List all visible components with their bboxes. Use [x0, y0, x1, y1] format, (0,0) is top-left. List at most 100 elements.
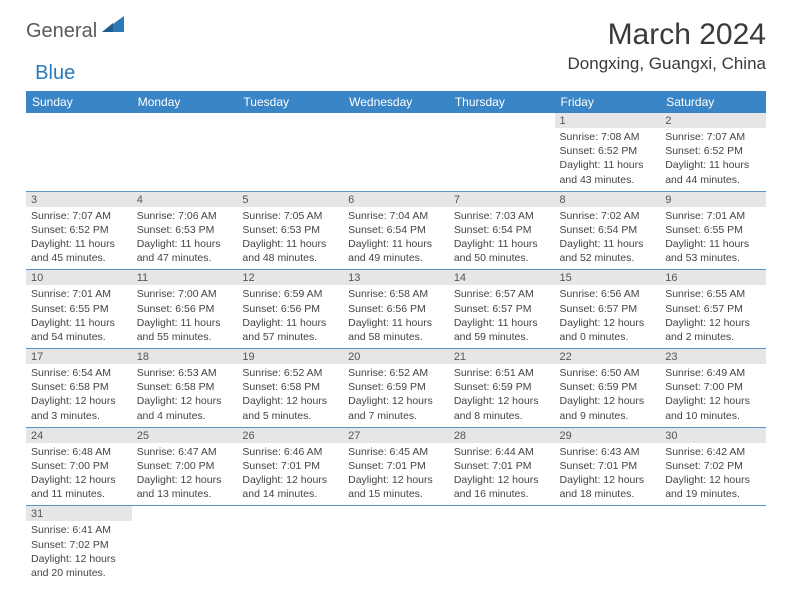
calendar-cell: .. — [449, 113, 555, 191]
day-details: Sunrise: 6:57 AMSunset: 6:57 PMDaylight:… — [449, 285, 555, 348]
month-title: March 2024 — [568, 18, 766, 52]
brand-part1: General — [26, 20, 97, 43]
calendar-cell: 28Sunrise: 6:44 AMSunset: 7:01 PMDayligh… — [449, 427, 555, 506]
calendar-cell: .. — [449, 506, 555, 584]
day-details: Sunrise: 6:49 AMSunset: 7:00 PMDaylight:… — [660, 364, 766, 427]
day-details: Sunrise: 7:02 AMSunset: 6:54 PMDaylight:… — [555, 207, 661, 270]
calendar-body: ..........1Sunrise: 7:08 AMSunset: 6:52 … — [26, 113, 766, 584]
day-details: Sunrise: 6:53 AMSunset: 6:58 PMDaylight:… — [132, 364, 238, 427]
day-details: Sunrise: 6:45 AMSunset: 7:01 PMDaylight:… — [343, 443, 449, 506]
calendar-row: 31Sunrise: 6:41 AMSunset: 7:02 PMDayligh… — [26, 506, 766, 584]
day-number: 30 — [660, 428, 766, 443]
calendar-cell: 14Sunrise: 6:57 AMSunset: 6:57 PMDayligh… — [449, 270, 555, 349]
day-details: Sunrise: 6:52 AMSunset: 6:58 PMDaylight:… — [237, 364, 343, 427]
day-number: 7 — [449, 192, 555, 207]
day-details: Sunrise: 7:07 AMSunset: 6:52 PMDaylight:… — [26, 207, 132, 270]
weekday-header: Thursday — [449, 91, 555, 113]
day-number: 28 — [449, 428, 555, 443]
day-number: 20 — [343, 349, 449, 364]
brand-part2: Blue — [35, 62, 75, 85]
day-details: Sunrise: 7:07 AMSunset: 6:52 PMDaylight:… — [660, 128, 766, 191]
day-number: 4 — [132, 192, 238, 207]
day-number: 22 — [555, 349, 661, 364]
calendar-cell: 29Sunrise: 6:43 AMSunset: 7:01 PMDayligh… — [555, 427, 661, 506]
day-details: Sunrise: 6:41 AMSunset: 7:02 PMDaylight:… — [26, 521, 132, 584]
calendar-cell: 6Sunrise: 7:04 AMSunset: 6:54 PMDaylight… — [343, 191, 449, 270]
calendar-cell: 15Sunrise: 6:56 AMSunset: 6:57 PMDayligh… — [555, 270, 661, 349]
calendar-cell: 25Sunrise: 6:47 AMSunset: 7:00 PMDayligh… — [132, 427, 238, 506]
day-details: Sunrise: 6:52 AMSunset: 6:59 PMDaylight:… — [343, 364, 449, 427]
day-number: 5 — [237, 192, 343, 207]
calendar-row: 3Sunrise: 7:07 AMSunset: 6:52 PMDaylight… — [26, 191, 766, 270]
day-details: Sunrise: 7:06 AMSunset: 6:53 PMDaylight:… — [132, 207, 238, 270]
day-number: 14 — [449, 270, 555, 285]
day-number: 2 — [660, 113, 766, 128]
calendar-cell: 30Sunrise: 6:42 AMSunset: 7:02 PMDayligh… — [660, 427, 766, 506]
day-details: Sunrise: 7:01 AMSunset: 6:55 PMDaylight:… — [660, 207, 766, 270]
calendar-cell: .. — [237, 506, 343, 584]
calendar-cell: .. — [132, 113, 238, 191]
calendar-cell: .. — [343, 506, 449, 584]
calendar-row: ..........1Sunrise: 7:08 AMSunset: 6:52 … — [26, 113, 766, 191]
day-details: Sunrise: 7:04 AMSunset: 6:54 PMDaylight:… — [343, 207, 449, 270]
weekday-header: Sunday — [26, 91, 132, 113]
day-details: Sunrise: 6:42 AMSunset: 7:02 PMDaylight:… — [660, 443, 766, 506]
day-number: 24 — [26, 428, 132, 443]
day-details: Sunrise: 6:44 AMSunset: 7:01 PMDaylight:… — [449, 443, 555, 506]
day-number: 16 — [660, 270, 766, 285]
day-details: Sunrise: 6:51 AMSunset: 6:59 PMDaylight:… — [449, 364, 555, 427]
day-number: 19 — [237, 349, 343, 364]
day-details: Sunrise: 6:46 AMSunset: 7:01 PMDaylight:… — [237, 443, 343, 506]
calendar-cell: 11Sunrise: 7:00 AMSunset: 6:56 PMDayligh… — [132, 270, 238, 349]
calendar-cell: .. — [237, 113, 343, 191]
day-details: Sunrise: 7:01 AMSunset: 6:55 PMDaylight:… — [26, 285, 132, 348]
calendar-cell: 23Sunrise: 6:49 AMSunset: 7:00 PMDayligh… — [660, 349, 766, 428]
day-number: 31 — [26, 506, 132, 521]
day-number: 1 — [555, 113, 661, 128]
day-number: 18 — [132, 349, 238, 364]
weekday-header: Monday — [132, 91, 238, 113]
day-number: 8 — [555, 192, 661, 207]
day-number: 13 — [343, 270, 449, 285]
day-details: Sunrise: 7:00 AMSunset: 6:56 PMDaylight:… — [132, 285, 238, 348]
calendar-cell: .. — [132, 506, 238, 584]
calendar-cell: 27Sunrise: 6:45 AMSunset: 7:01 PMDayligh… — [343, 427, 449, 506]
weekday-header-row: SundayMondayTuesdayWednesdayThursdayFrid… — [26, 91, 766, 113]
day-number: 9 — [660, 192, 766, 207]
day-number: 17 — [26, 349, 132, 364]
day-number: 21 — [449, 349, 555, 364]
calendar-row: 17Sunrise: 6:54 AMSunset: 6:58 PMDayligh… — [26, 349, 766, 428]
calendar-cell: .. — [555, 506, 661, 584]
calendar-cell: 5Sunrise: 7:05 AMSunset: 6:53 PMDaylight… — [237, 191, 343, 270]
day-number: 27 — [343, 428, 449, 443]
calendar-cell: 20Sunrise: 6:52 AMSunset: 6:59 PMDayligh… — [343, 349, 449, 428]
day-details: Sunrise: 7:03 AMSunset: 6:54 PMDaylight:… — [449, 207, 555, 270]
weekday-header: Saturday — [660, 91, 766, 113]
calendar-cell: 9Sunrise: 7:01 AMSunset: 6:55 PMDaylight… — [660, 191, 766, 270]
calendar-cell: 13Sunrise: 6:58 AMSunset: 6:56 PMDayligh… — [343, 270, 449, 349]
day-details: Sunrise: 7:08 AMSunset: 6:52 PMDaylight:… — [555, 128, 661, 191]
calendar-cell: 8Sunrise: 7:02 AMSunset: 6:54 PMDaylight… — [555, 191, 661, 270]
weekday-header: Wednesday — [343, 91, 449, 113]
calendar-table: SundayMondayTuesdayWednesdayThursdayFrid… — [26, 91, 766, 584]
day-number: 29 — [555, 428, 661, 443]
day-details: Sunrise: 6:50 AMSunset: 6:59 PMDaylight:… — [555, 364, 661, 427]
calendar-cell: .. — [660, 506, 766, 584]
day-number: 3 — [26, 192, 132, 207]
calendar-cell: .. — [343, 113, 449, 191]
calendar-row: 10Sunrise: 7:01 AMSunset: 6:55 PMDayligh… — [26, 270, 766, 349]
day-details: Sunrise: 6:59 AMSunset: 6:56 PMDaylight:… — [237, 285, 343, 348]
calendar-row: 24Sunrise: 6:48 AMSunset: 7:00 PMDayligh… — [26, 427, 766, 506]
day-number: 11 — [132, 270, 238, 285]
calendar-cell: 2Sunrise: 7:07 AMSunset: 6:52 PMDaylight… — [660, 113, 766, 191]
calendar-cell: 22Sunrise: 6:50 AMSunset: 6:59 PMDayligh… — [555, 349, 661, 428]
day-details: Sunrise: 6:48 AMSunset: 7:00 PMDaylight:… — [26, 443, 132, 506]
calendar-cell: .. — [26, 113, 132, 191]
day-number: 23 — [660, 349, 766, 364]
calendar-cell: 17Sunrise: 6:54 AMSunset: 6:58 PMDayligh… — [26, 349, 132, 428]
day-number: 10 — [26, 270, 132, 285]
sail-icon — [100, 14, 126, 39]
brand-logo: General — [26, 20, 126, 43]
day-details: Sunrise: 6:58 AMSunset: 6:56 PMDaylight:… — [343, 285, 449, 348]
day-number: 25 — [132, 428, 238, 443]
